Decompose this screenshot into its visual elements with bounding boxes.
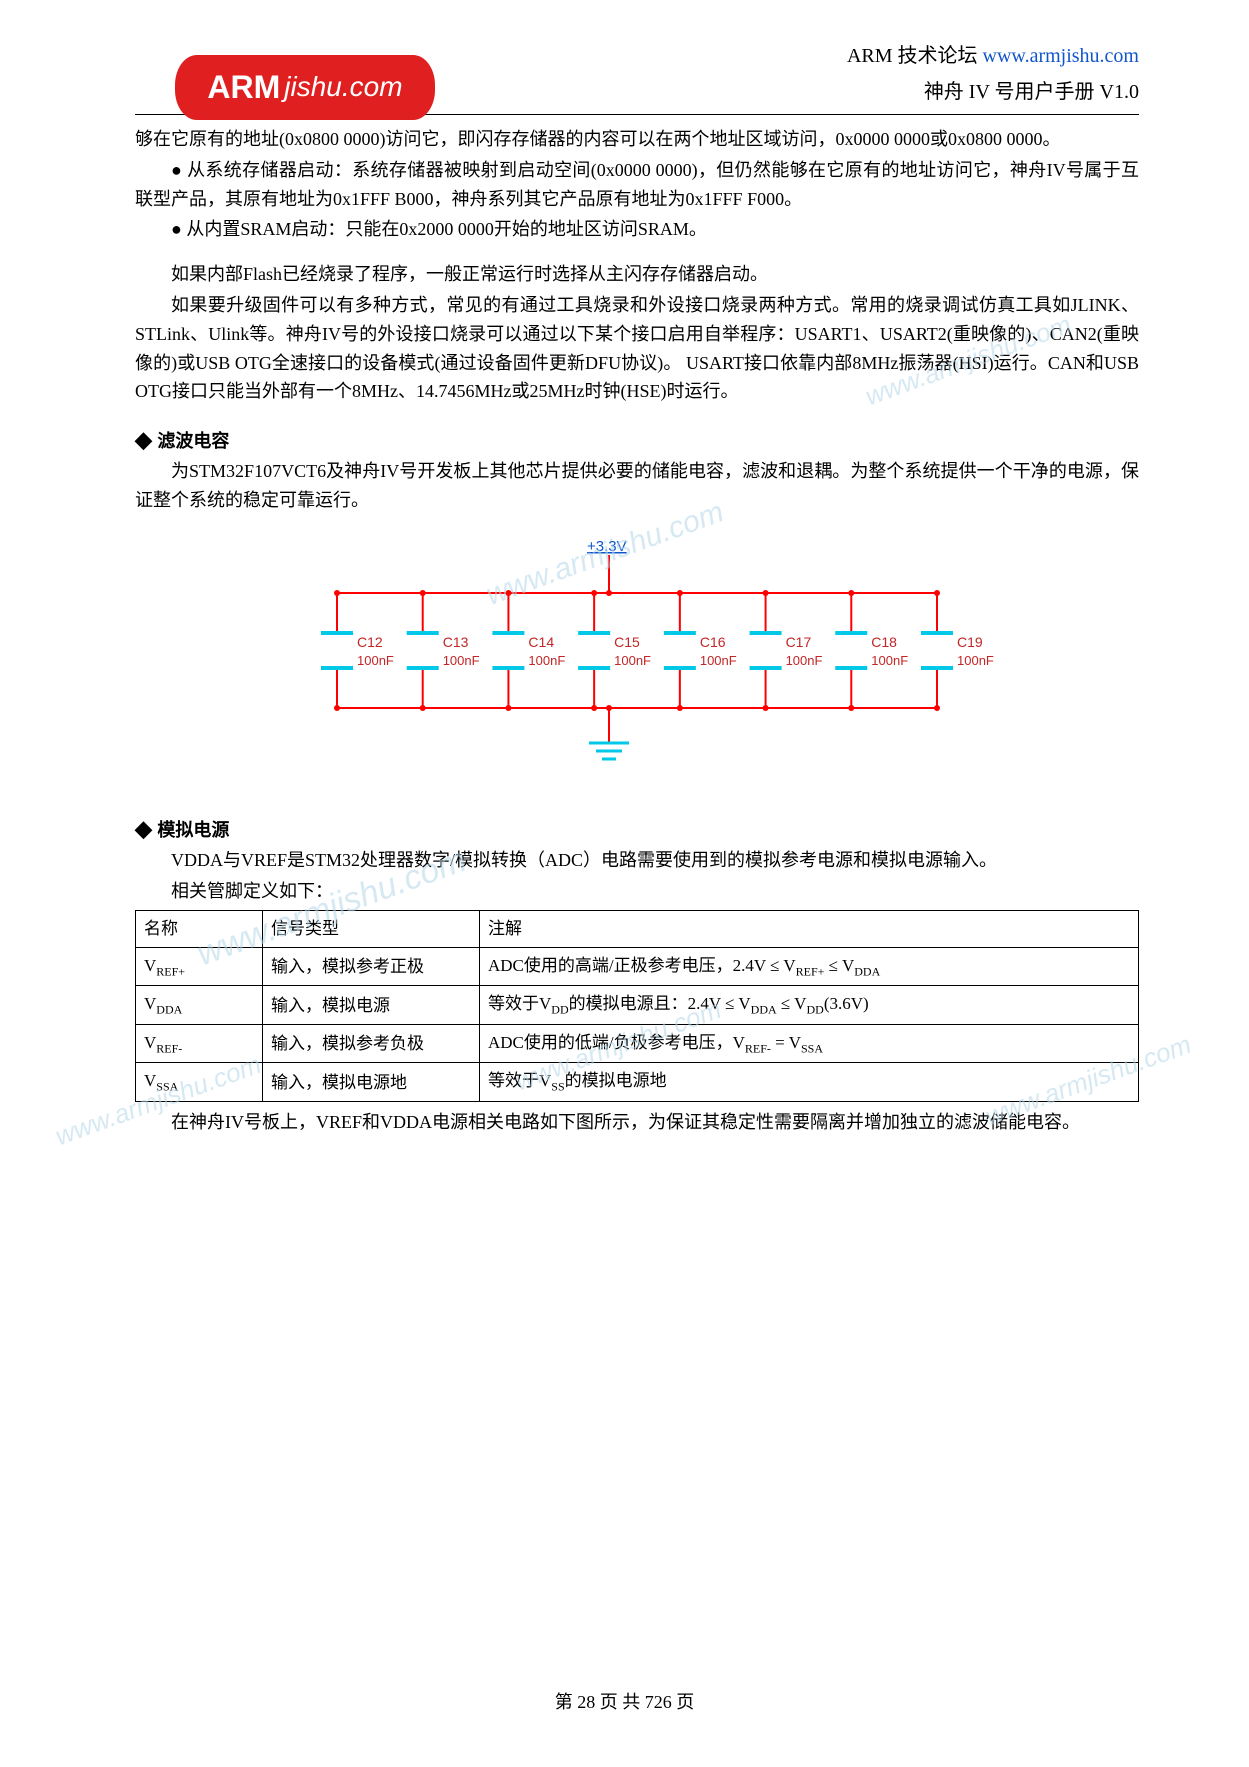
header-logo: ARMjishu.com bbox=[175, 55, 435, 120]
svg-text:100nF: 100nF bbox=[528, 653, 565, 668]
header-forum-label: ARM 技术论坛 bbox=[847, 45, 983, 67]
table-cell-note: 等效于VSS的模拟电源地 bbox=[480, 1063, 1139, 1102]
svg-text:C14: C14 bbox=[528, 634, 554, 650]
table-cell-type: 输入，模拟电源 bbox=[263, 986, 480, 1025]
table-row: VSSA输入，模拟电源地等效于VSS的模拟电源地 bbox=[136, 1063, 1139, 1102]
table-cell-name: VDDA bbox=[136, 986, 263, 1025]
para-1: 够在它原有的地址(0x0800 0000)访问它，即闪存存储器的内容可以在两个地… bbox=[135, 125, 1139, 154]
svg-text:C15: C15 bbox=[614, 634, 640, 650]
svg-text:C17: C17 bbox=[786, 634, 812, 650]
logo-text-main: ARM bbox=[207, 62, 280, 113]
svg-text:100nF: 100nF bbox=[786, 653, 823, 668]
table-row: VREF-输入，模拟参考负极ADC使用的低端/负极参考电压，VREF- = VS… bbox=[136, 1024, 1139, 1063]
svg-text:C12: C12 bbox=[357, 634, 383, 650]
section-analog-p2: 相关管脚定义如下： bbox=[135, 877, 1139, 906]
page: ARMjishu.com ARM 技术论坛 www.armjishu.com 神… bbox=[0, 0, 1249, 1767]
logo-text-sub: jishu.com bbox=[284, 65, 402, 110]
table-cell-note: ADC使用的高端/正极参考电压，2.4V ≤ VREF+ ≤ VDDA bbox=[480, 947, 1139, 986]
pin-table: 名称 信号类型 注解 VREF+输入，模拟参考正极ADC使用的高端/正极参考电压… bbox=[135, 910, 1139, 1102]
svg-text:C16: C16 bbox=[700, 634, 726, 650]
para-3: 从内置SRAM启动：只能在0x2000 0000开始的地址区访问SRAM。 bbox=[135, 215, 1139, 244]
table-cell-name: VREF- bbox=[136, 1024, 263, 1063]
table-header-row: 名称 信号类型 注解 bbox=[136, 910, 1139, 947]
svg-text:C19: C19 bbox=[957, 634, 983, 650]
svg-text:100nF: 100nF bbox=[957, 653, 994, 668]
table-row: VDDA输入，模拟电源等效于VDD的模拟电源且：2.4V ≤ VDDA ≤ VD… bbox=[136, 986, 1139, 1025]
section-title-analog: 模拟电源 bbox=[135, 811, 1139, 846]
table-cell-note: ADC使用的低端/负极参考电压，VREF- = VSSA bbox=[480, 1024, 1139, 1063]
svg-text:100nF: 100nF bbox=[700, 653, 737, 668]
svg-text:100nF: 100nF bbox=[871, 653, 908, 668]
table-header-cell: 名称 bbox=[136, 910, 263, 947]
para-2: 从系统存储器启动：系统存储器被映射到启动空间(0x0000 0000)，但仍然能… bbox=[135, 156, 1139, 214]
section-analog-p3: 在神舟IV号板上，VREF和VDDA电源相关电路如下图所示，为保证其稳定性需要隔… bbox=[135, 1108, 1139, 1137]
table-cell-type: 输入，模拟参考正极 bbox=[263, 947, 480, 986]
svg-text:100nF: 100nF bbox=[443, 653, 480, 668]
table-cell-type: 输入，模拟电源地 bbox=[263, 1063, 480, 1102]
svg-text:100nF: 100nF bbox=[614, 653, 651, 668]
table-cell-note: 等效于VDD的模拟电源且：2.4V ≤ VDDA ≤ VDD(3.6V) bbox=[480, 986, 1139, 1025]
para-5: 如果要升级固件可以有多种方式，常见的有通过工具烧录和外设接口烧录两种方式。常用的… bbox=[135, 291, 1139, 406]
table-cell-name: VREF+ bbox=[136, 947, 263, 986]
circuit-diagram: +3.3V C12 100nF C13 100nF C14 100nF C15 100nF C16… bbox=[277, 533, 997, 793]
header-link[interactable]: www.armjishu.com bbox=[983, 45, 1139, 67]
svg-text:100nF: 100nF bbox=[357, 653, 394, 668]
section-title-filter: 滤波电容 bbox=[135, 422, 1139, 457]
svg-text:+3.3V: +3.3V bbox=[587, 538, 627, 555]
svg-text:C13: C13 bbox=[443, 634, 469, 650]
table-header-cell: 信号类型 bbox=[263, 910, 480, 947]
table-row: VREF+输入，模拟参考正极ADC使用的高端/正极参考电压，2.4V ≤ VRE… bbox=[136, 947, 1139, 986]
section-filter-p: 为STM32F107VCT6及神舟IV号开发板上其他芯片提供必要的储能电容，滤波… bbox=[135, 457, 1139, 515]
table-cell-name: VSSA bbox=[136, 1063, 263, 1102]
section-analog-p1: VDDA与VREF是STM32处理器数字/模拟转换（ADC）电路需要使用到的模拟… bbox=[135, 846, 1139, 875]
table-cell-type: 输入，模拟参考负极 bbox=[263, 1024, 480, 1063]
page-footer: 第 28 页 共 726 页 bbox=[0, 1688, 1249, 1717]
table-header-cell: 注解 bbox=[480, 910, 1139, 947]
svg-text:C18: C18 bbox=[871, 634, 897, 650]
para-4: 如果内部Flash已经烧录了程序，一般正常运行时选择从主闪存存储器启动。 bbox=[135, 260, 1139, 289]
